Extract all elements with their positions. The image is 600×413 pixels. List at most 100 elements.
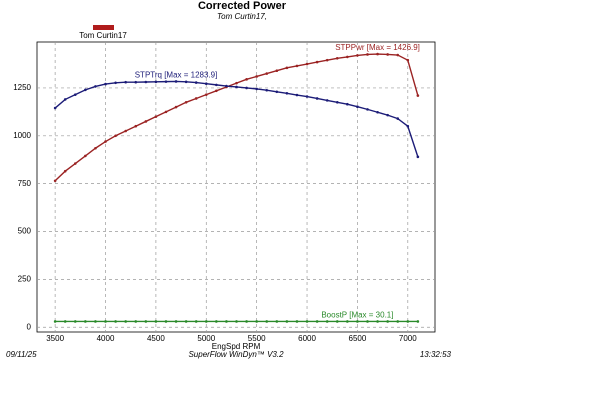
data-point xyxy=(84,154,87,158)
data-point xyxy=(315,320,319,323)
data-point xyxy=(204,93,208,96)
data-point xyxy=(396,53,400,57)
data-point xyxy=(73,320,77,323)
data-point xyxy=(154,115,158,118)
data-point xyxy=(386,113,389,117)
data-point xyxy=(225,320,228,323)
x-tick-label: 3500 xyxy=(46,334,64,343)
data-point xyxy=(346,55,349,59)
x-tick-label: 5500 xyxy=(248,334,266,343)
data-point xyxy=(255,75,258,78)
legend-label: Tom Curtin17 xyxy=(79,31,127,40)
y-tick-label: 1000 xyxy=(13,131,31,140)
data-point xyxy=(134,80,138,84)
data-point xyxy=(255,87,258,91)
data-point xyxy=(124,320,127,323)
data-point xyxy=(114,320,117,323)
data-point xyxy=(204,82,208,86)
data-point xyxy=(366,320,369,323)
data-point xyxy=(396,117,400,120)
data-point xyxy=(376,110,379,114)
data-point xyxy=(275,320,279,323)
data-point xyxy=(295,93,299,97)
data-point xyxy=(235,85,238,89)
y-tick-label: 750 xyxy=(18,179,32,188)
data-point xyxy=(184,100,188,104)
data-point xyxy=(194,97,198,100)
data-point xyxy=(164,110,168,114)
series-annotation: BoostP [Max = 30.1] xyxy=(321,311,393,320)
data-point xyxy=(114,81,117,85)
data-point xyxy=(376,320,379,323)
x-tick-label: 6500 xyxy=(349,334,367,343)
data-point xyxy=(73,93,77,96)
data-point xyxy=(225,84,228,88)
data-point xyxy=(84,320,87,323)
y-tick-label: 250 xyxy=(18,274,32,283)
data-point xyxy=(366,108,369,111)
data-point xyxy=(386,320,389,323)
data-point xyxy=(124,80,127,84)
x-tick-label: 5000 xyxy=(197,334,215,343)
data-point xyxy=(174,320,178,323)
data-point xyxy=(356,105,359,108)
chart-title: Corrected Power xyxy=(198,0,287,12)
data-point xyxy=(325,58,329,62)
y-tick-label: 500 xyxy=(18,227,32,236)
footer-time: 13:32:53 xyxy=(420,350,452,359)
data-point xyxy=(134,124,138,128)
data-point xyxy=(194,320,198,323)
y-tick-label: 1250 xyxy=(13,83,31,92)
data-point xyxy=(84,88,87,92)
data-point xyxy=(94,320,97,323)
series-annotation: STPPwr [Max = 1426.9] xyxy=(335,43,420,52)
legend-swatch xyxy=(93,25,114,30)
data-point xyxy=(335,100,339,104)
data-point xyxy=(184,320,188,323)
data-point xyxy=(255,320,258,323)
data-point xyxy=(265,72,269,75)
data-point xyxy=(406,320,410,323)
data-point xyxy=(184,80,188,84)
chart-subtitle: Tom Curtin17, xyxy=(217,12,267,21)
x-tick-label: 7000 xyxy=(399,334,417,343)
data-point xyxy=(305,320,309,323)
data-point xyxy=(305,95,309,98)
x-tick-label: 4500 xyxy=(147,334,165,343)
footer-software: SuperFlow WinDyn™ V3.2 xyxy=(188,350,284,359)
data-point xyxy=(285,320,289,323)
data-point xyxy=(366,53,369,56)
data-point xyxy=(295,320,299,323)
plot-area xyxy=(36,41,436,333)
data-point xyxy=(245,86,248,90)
data-point xyxy=(325,320,329,323)
data-point xyxy=(386,53,389,56)
data-point xyxy=(265,88,269,92)
data-point xyxy=(174,105,178,109)
data-point xyxy=(63,169,67,173)
data-point xyxy=(356,54,359,57)
data-point xyxy=(204,320,208,323)
data-point xyxy=(114,134,117,138)
data-point xyxy=(275,90,279,94)
data-point xyxy=(94,85,97,88)
data-point xyxy=(53,179,57,183)
data-point xyxy=(265,320,269,323)
series-line xyxy=(54,80,419,158)
data-point xyxy=(154,320,158,323)
x-tick-label: 6000 xyxy=(298,334,316,343)
data-point xyxy=(235,81,238,85)
data-point xyxy=(164,80,168,83)
data-point xyxy=(215,83,218,87)
data-point xyxy=(416,94,420,97)
data-point xyxy=(315,60,319,64)
data-point xyxy=(94,146,97,150)
data-point xyxy=(346,102,349,106)
data-point xyxy=(275,69,279,73)
data-point xyxy=(215,89,218,93)
data-point xyxy=(325,99,329,102)
data-point xyxy=(416,320,420,323)
data-point xyxy=(396,320,400,323)
